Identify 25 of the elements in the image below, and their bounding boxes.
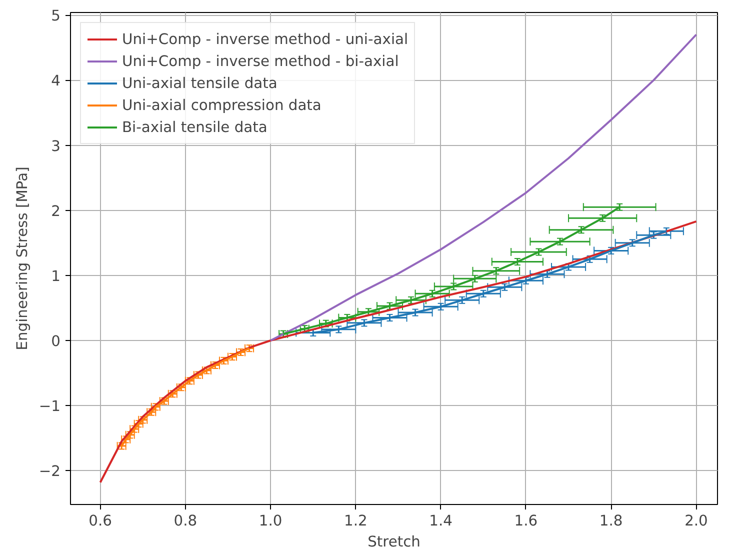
y-tick-label: 4 (51, 72, 61, 90)
x-tick-label: 1.2 (344, 512, 368, 530)
line-series (120, 347, 250, 447)
y-tick-label: 2 (51, 202, 61, 220)
y-tick-label: −1 (38, 398, 61, 416)
x-tick-label: 0.6 (88, 512, 112, 530)
y-axis-title: Engineering Stress [MPa] (14, 166, 31, 350)
legend-label: Uni-axial tensile data (122, 74, 278, 92)
y-tick-label: 0 (51, 333, 61, 350)
x-tick-label: 2.0 (684, 512, 708, 530)
x-tick-label: 1.4 (429, 512, 452, 530)
y-tick-label: 1 (51, 268, 61, 285)
line-series (99, 220, 698, 484)
x-tick-label: 0.8 (174, 512, 198, 530)
y-tick-label: 5 (51, 8, 61, 25)
x-tick-label: 1.8 (599, 512, 623, 530)
x-axis-title: Stretch (368, 534, 420, 550)
legend-label: Bi-axial tensile data (122, 118, 268, 136)
legend-label: Uni+Comp - inverse method - uni-axial (122, 30, 408, 48)
y-tick-label: 3 (51, 138, 61, 155)
x-tick-label: 1.0 (258, 512, 282, 530)
legend-label: Uni+Comp - inverse method - bi-axial (122, 52, 399, 70)
y-tick-label: −2 (38, 463, 61, 480)
legend-label: Uni-axial compression data (122, 96, 322, 114)
x-tick-label: 1.6 (514, 512, 538, 530)
